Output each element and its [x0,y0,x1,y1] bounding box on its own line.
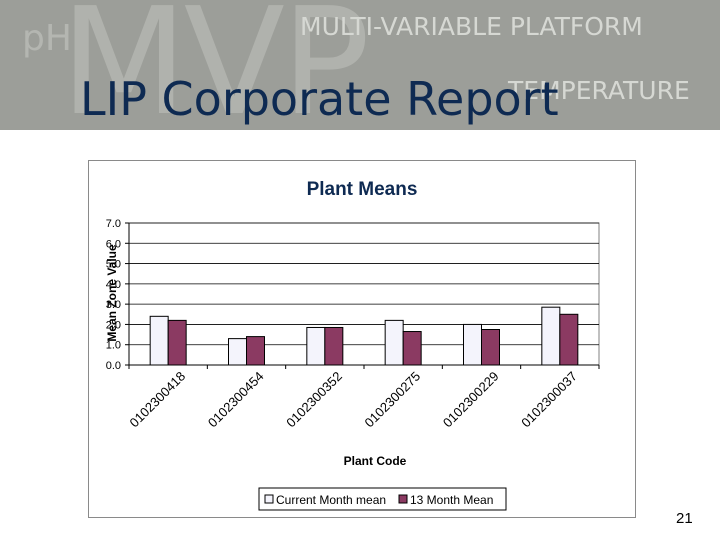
x-tick-label: 0102300229 [440,369,502,431]
y-tick-label: 3.0 [106,299,121,311]
x-tick-label: 0102300352 [283,369,345,431]
bar-current-month-0102300229 [463,323,482,366]
y-tick-label: 1.0 [106,340,121,352]
bar-current-month-0102300037 [541,306,561,366]
y-tick-label: 0.0 [106,360,121,372]
y-tick-label: 5.0 [106,259,121,271]
logo-mvp-text: MVP [60,0,370,130]
bar-13-month-0102300352 [324,326,344,366]
legend-label-current-month: Current Month mean [276,493,386,507]
logo-platform-text: MULTI-VARIABLE PLATFORM [300,12,643,41]
bar-current-month-0102300352 [306,326,326,366]
legend-box [258,487,507,511]
header-banner: pH MVP MULTI-VARIABLE PLATFORM TEMPERATU… [0,0,720,130]
slide-title: LIP Corporate Report [80,72,559,126]
x-tick-label: 0102300037 [518,369,580,431]
legend-swatch-13-month [398,494,408,504]
plant-means-chart: Plant Means Mean Zone Value Plant Code 0… [105,179,600,511]
x-tick-label: 0102300418 [127,369,189,431]
y-axis-label: Mean Zone Value [105,244,119,342]
y-tick-label: 4.0 [106,279,121,291]
y-tick-label: 2.0 [106,319,121,331]
bar-13-month-0102300037 [559,313,579,366]
chart-frame: Plant Means Mean Zone Value Plant Code 0… [88,160,636,518]
legend-label-13-month: 13 Month Mean [410,493,493,507]
y-tick-label: 7.0 [106,218,121,230]
bar-current-month-0102300275 [384,319,404,366]
plot-area [128,222,600,366]
bar-13-month-0102300418 [167,319,187,366]
bar-13-month-0102300229 [481,329,500,366]
bar-13-month-0102300454 [246,336,265,366]
logo-ph-text: pH [22,18,72,59]
legend-swatch-current-month [264,494,274,504]
page-number: 21 [676,510,693,527]
logo-temperature-text: TEMPERATURE [508,76,690,105]
y-tick-label: 6.0 [106,238,121,250]
x-axis-label: Plant Code [344,454,407,468]
chart-title: Plant Means [307,179,418,200]
x-tick-label: 0102300454 [205,369,267,431]
bar-current-month-0102300418 [149,315,169,366]
bar-current-month-0102300454 [228,338,247,366]
x-tick-label: 0102300275 [362,369,424,431]
bar-13-month-0102300275 [402,331,422,366]
